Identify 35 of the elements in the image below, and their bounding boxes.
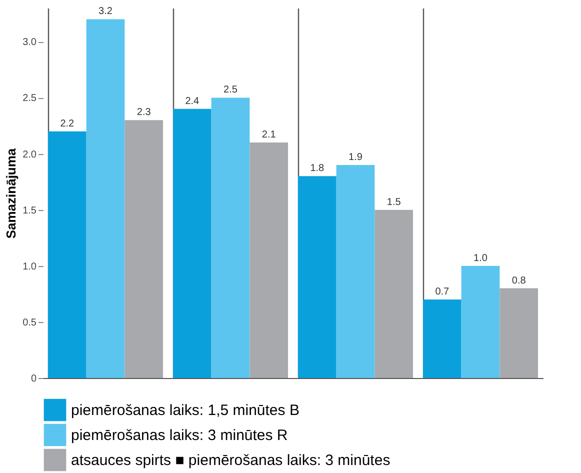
data-label: 1.0 (474, 252, 488, 264)
data-label: 1.5 (386, 196, 402, 208)
y-tick-label: 1.5 (22, 205, 37, 216)
y-tick-label: 2.5 (22, 93, 37, 104)
bar (48, 131, 86, 378)
bar (374, 210, 413, 378)
data-label: 3.2 (98, 6, 113, 18)
bar (298, 176, 336, 378)
bar (250, 142, 288, 378)
data-label: 2.5 (224, 84, 238, 96)
bar (461, 266, 500, 378)
data-label: 1.8 (310, 163, 325, 174)
bar (124, 120, 163, 378)
data-label: 2.4 (185, 96, 200, 107)
data-label: 2.3 (136, 107, 152, 118)
legend-label: piemērošanas laiks: 3 minūtes R (71, 427, 288, 444)
data-label: 2.2 (60, 118, 75, 130)
bar (86, 19, 125, 378)
bar (173, 108, 212, 378)
y-tick-label: 0 (30, 374, 37, 384)
y-tick-label: 3.0 (22, 37, 37, 48)
y-tick-label: 1.0 (22, 261, 37, 272)
y-tick-label: 0.5 (22, 317, 37, 328)
y-axis-title: Samazinājuma (4, 148, 19, 239)
y-tick-label: 2.0 (22, 149, 37, 160)
data-label: 0.7 (435, 286, 450, 298)
legend-label: piemērošanas laiks: 1,5 minūtes B (71, 402, 300, 419)
bar (423, 300, 462, 378)
data-label: 0.8 (512, 275, 526, 286)
legend-label: atsauces spirts ■ piemērošanas laiks: 3 minūtes (71, 452, 390, 469)
data-label: 1.9 (348, 152, 363, 163)
bar (336, 164, 375, 378)
bar (211, 98, 250, 378)
bar (500, 288, 538, 378)
data-label: 2.1 (262, 130, 276, 141)
